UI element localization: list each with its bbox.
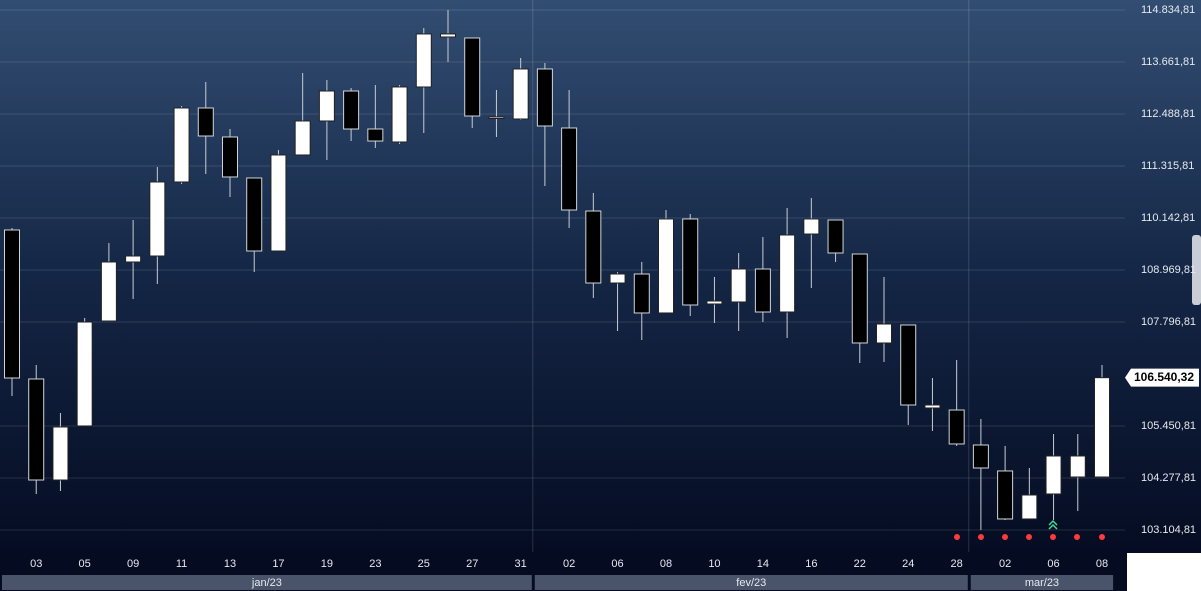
signal-dot (1099, 534, 1105, 540)
candle-body (512, 68, 529, 120)
candle-body (948, 409, 965, 445)
x-tick-label: 31 (515, 558, 527, 570)
candle-body (28, 378, 45, 481)
x-tick-label: 16 (805, 558, 817, 570)
x-tick-label: 11 (176, 558, 187, 570)
candle-body (197, 107, 214, 137)
x-tick-label: 06 (1047, 558, 1059, 570)
candle-body (803, 218, 820, 235)
candle-body (827, 219, 844, 254)
month-label: fev/23 (736, 577, 766, 589)
x-tick-label: 28 (951, 558, 963, 570)
last-price-tag (1125, 368, 1199, 387)
y-tick-label: 113.661,81 (1141, 56, 1195, 68)
candle-body (270, 154, 287, 252)
candle-body (4, 229, 20, 379)
candle-body (609, 273, 626, 284)
last-price-label: 106.540,32 (1134, 370, 1194, 384)
candle-body (924, 404, 941, 409)
x-tick-label: 02 (999, 558, 1011, 570)
candle-body (900, 324, 917, 406)
candle-body (754, 268, 771, 313)
candle-body (318, 90, 335, 122)
x-tick-label: 22 (854, 558, 866, 570)
month-label: mar/23 (1025, 577, 1059, 589)
y-tick-label: 112.488,81 (1141, 108, 1195, 120)
x-tick-label: 25 (418, 558, 430, 570)
candle-body (343, 90, 360, 130)
x-tick-label: 27 (466, 558, 478, 570)
y-tick-label: 105.450,81 (1141, 420, 1196, 432)
signal-dot (1002, 534, 1008, 540)
candle-body (876, 323, 892, 344)
signal-dot (954, 534, 960, 540)
candle-body (294, 120, 311, 156)
x-tick-label: 13 (224, 558, 236, 570)
candle-body (972, 444, 989, 469)
y-tick-label: 107.796,81 (1141, 316, 1196, 328)
month-bar (2, 575, 532, 590)
candle-body (440, 33, 456, 38)
x-tick-label: 14 (757, 558, 769, 570)
candle-body (779, 234, 796, 313)
candle-body (222, 136, 238, 178)
y-tick-label: 110.142,81 (1141, 212, 1195, 224)
y-tick-label: 103.104,81 (1141, 524, 1196, 536)
candle-body (633, 273, 650, 314)
candle-body (851, 253, 868, 344)
x-tick-label: 23 (369, 558, 381, 570)
signals (954, 519, 1105, 540)
candle-body (706, 300, 723, 305)
month-bar (970, 575, 1114, 590)
candle-body (658, 218, 674, 314)
candle-body (1021, 494, 1038, 520)
x-tick-label: 03 (30, 558, 42, 570)
x-tick-label: 08 (1096, 558, 1108, 570)
y-tick-label: 108.969,81 (1141, 264, 1196, 276)
candle-body (1069, 455, 1086, 478)
candle-body (730, 268, 747, 303)
candle-body (246, 177, 263, 252)
side-handle[interactable] (1192, 235, 1201, 305)
x-tick-label: 19 (321, 558, 333, 570)
month-bar (534, 575, 968, 590)
candle-body (585, 210, 602, 284)
signal-dot (1074, 534, 1080, 540)
y-tick-label: 104.277,81 (1141, 472, 1196, 484)
candle-body (561, 127, 578, 211)
x-tick-label: 08 (660, 558, 672, 570)
x-tick-label: 24 (902, 558, 914, 570)
candle-body (682, 218, 699, 306)
x-tick-label: 05 (79, 558, 91, 570)
candle-body (52, 426, 69, 481)
signal-dot (1050, 534, 1056, 540)
candle-body (536, 68, 553, 127)
candle-body (125, 255, 142, 263)
candle-body (100, 261, 117, 322)
candle-body (367, 128, 384, 142)
y-tick-label: 114.834,81 (1141, 4, 1195, 16)
signal-dot (978, 534, 984, 540)
corner-box (1127, 553, 1201, 591)
x-tick-label: 10 (708, 558, 720, 570)
signal-arrow (1048, 519, 1058, 530)
x-tick-label: 02 (563, 558, 575, 570)
candle-body (391, 86, 408, 143)
x-tick-label: 09 (127, 558, 139, 570)
candle-body (997, 470, 1014, 520)
candle-body (76, 321, 93, 427)
x-tick-label: 17 (272, 558, 284, 570)
candle-body (488, 116, 505, 119)
x-tick-label: 06 (611, 558, 623, 570)
candle-body (415, 33, 432, 88)
candle-body (464, 37, 481, 117)
candle-body (1045, 455, 1062, 495)
month-label: jan/23 (251, 577, 282, 589)
candle-body (173, 107, 190, 183)
y-tick-label: 111.315,81 (1141, 160, 1194, 172)
candle-body (1094, 377, 1110, 478)
candle-body (149, 181, 166, 257)
signal-dot (1026, 534, 1032, 540)
